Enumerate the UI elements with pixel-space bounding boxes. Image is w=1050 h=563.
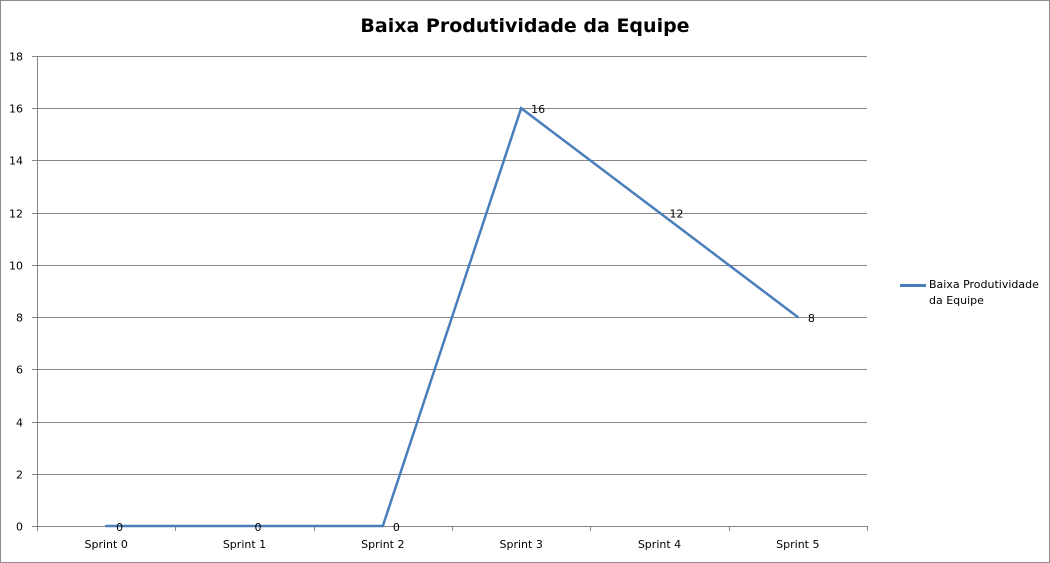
data-label: 0 [116,521,123,534]
legend-label: Baixa Produtividade da Equipe [929,278,1039,307]
legend-swatch [900,284,926,287]
y-tick-label: 8 [16,312,23,325]
y-tick-label: 4 [16,417,23,430]
data-label: 8 [808,312,815,325]
data-point [104,524,108,528]
y-tick-label: 12 [9,208,23,221]
y-tick-label: 14 [9,155,23,168]
chart-title: Baixa Produtividade da Equipe [360,15,690,37]
x-tick-label: Sprint 2 [361,538,404,551]
data-label: 0 [255,521,262,534]
data-label: 12 [670,208,684,221]
data-label: 16 [531,103,545,116]
y-tick-label: 0 [16,521,23,534]
y-tick-label: 2 [16,469,23,482]
data-label: 0 [393,521,400,534]
data-point [796,315,800,319]
y-tick-label: 16 [9,103,23,116]
x-tick-label: Sprint 0 [85,538,128,551]
x-tick-label: Sprint 4 [638,538,681,551]
series-line [106,106,799,528]
x-tick-label: Sprint 5 [776,538,819,551]
y-tick-label: 6 [16,364,23,377]
data-point [519,107,523,110]
x-tick-label: Sprint 3 [500,538,543,551]
data-point [381,524,385,528]
x-tick-label: Sprint 1 [223,538,266,551]
y-tick-label: 10 [9,260,23,273]
data-point [658,211,661,214]
data-point [243,524,246,528]
y-tick-label: 18 [9,51,23,64]
